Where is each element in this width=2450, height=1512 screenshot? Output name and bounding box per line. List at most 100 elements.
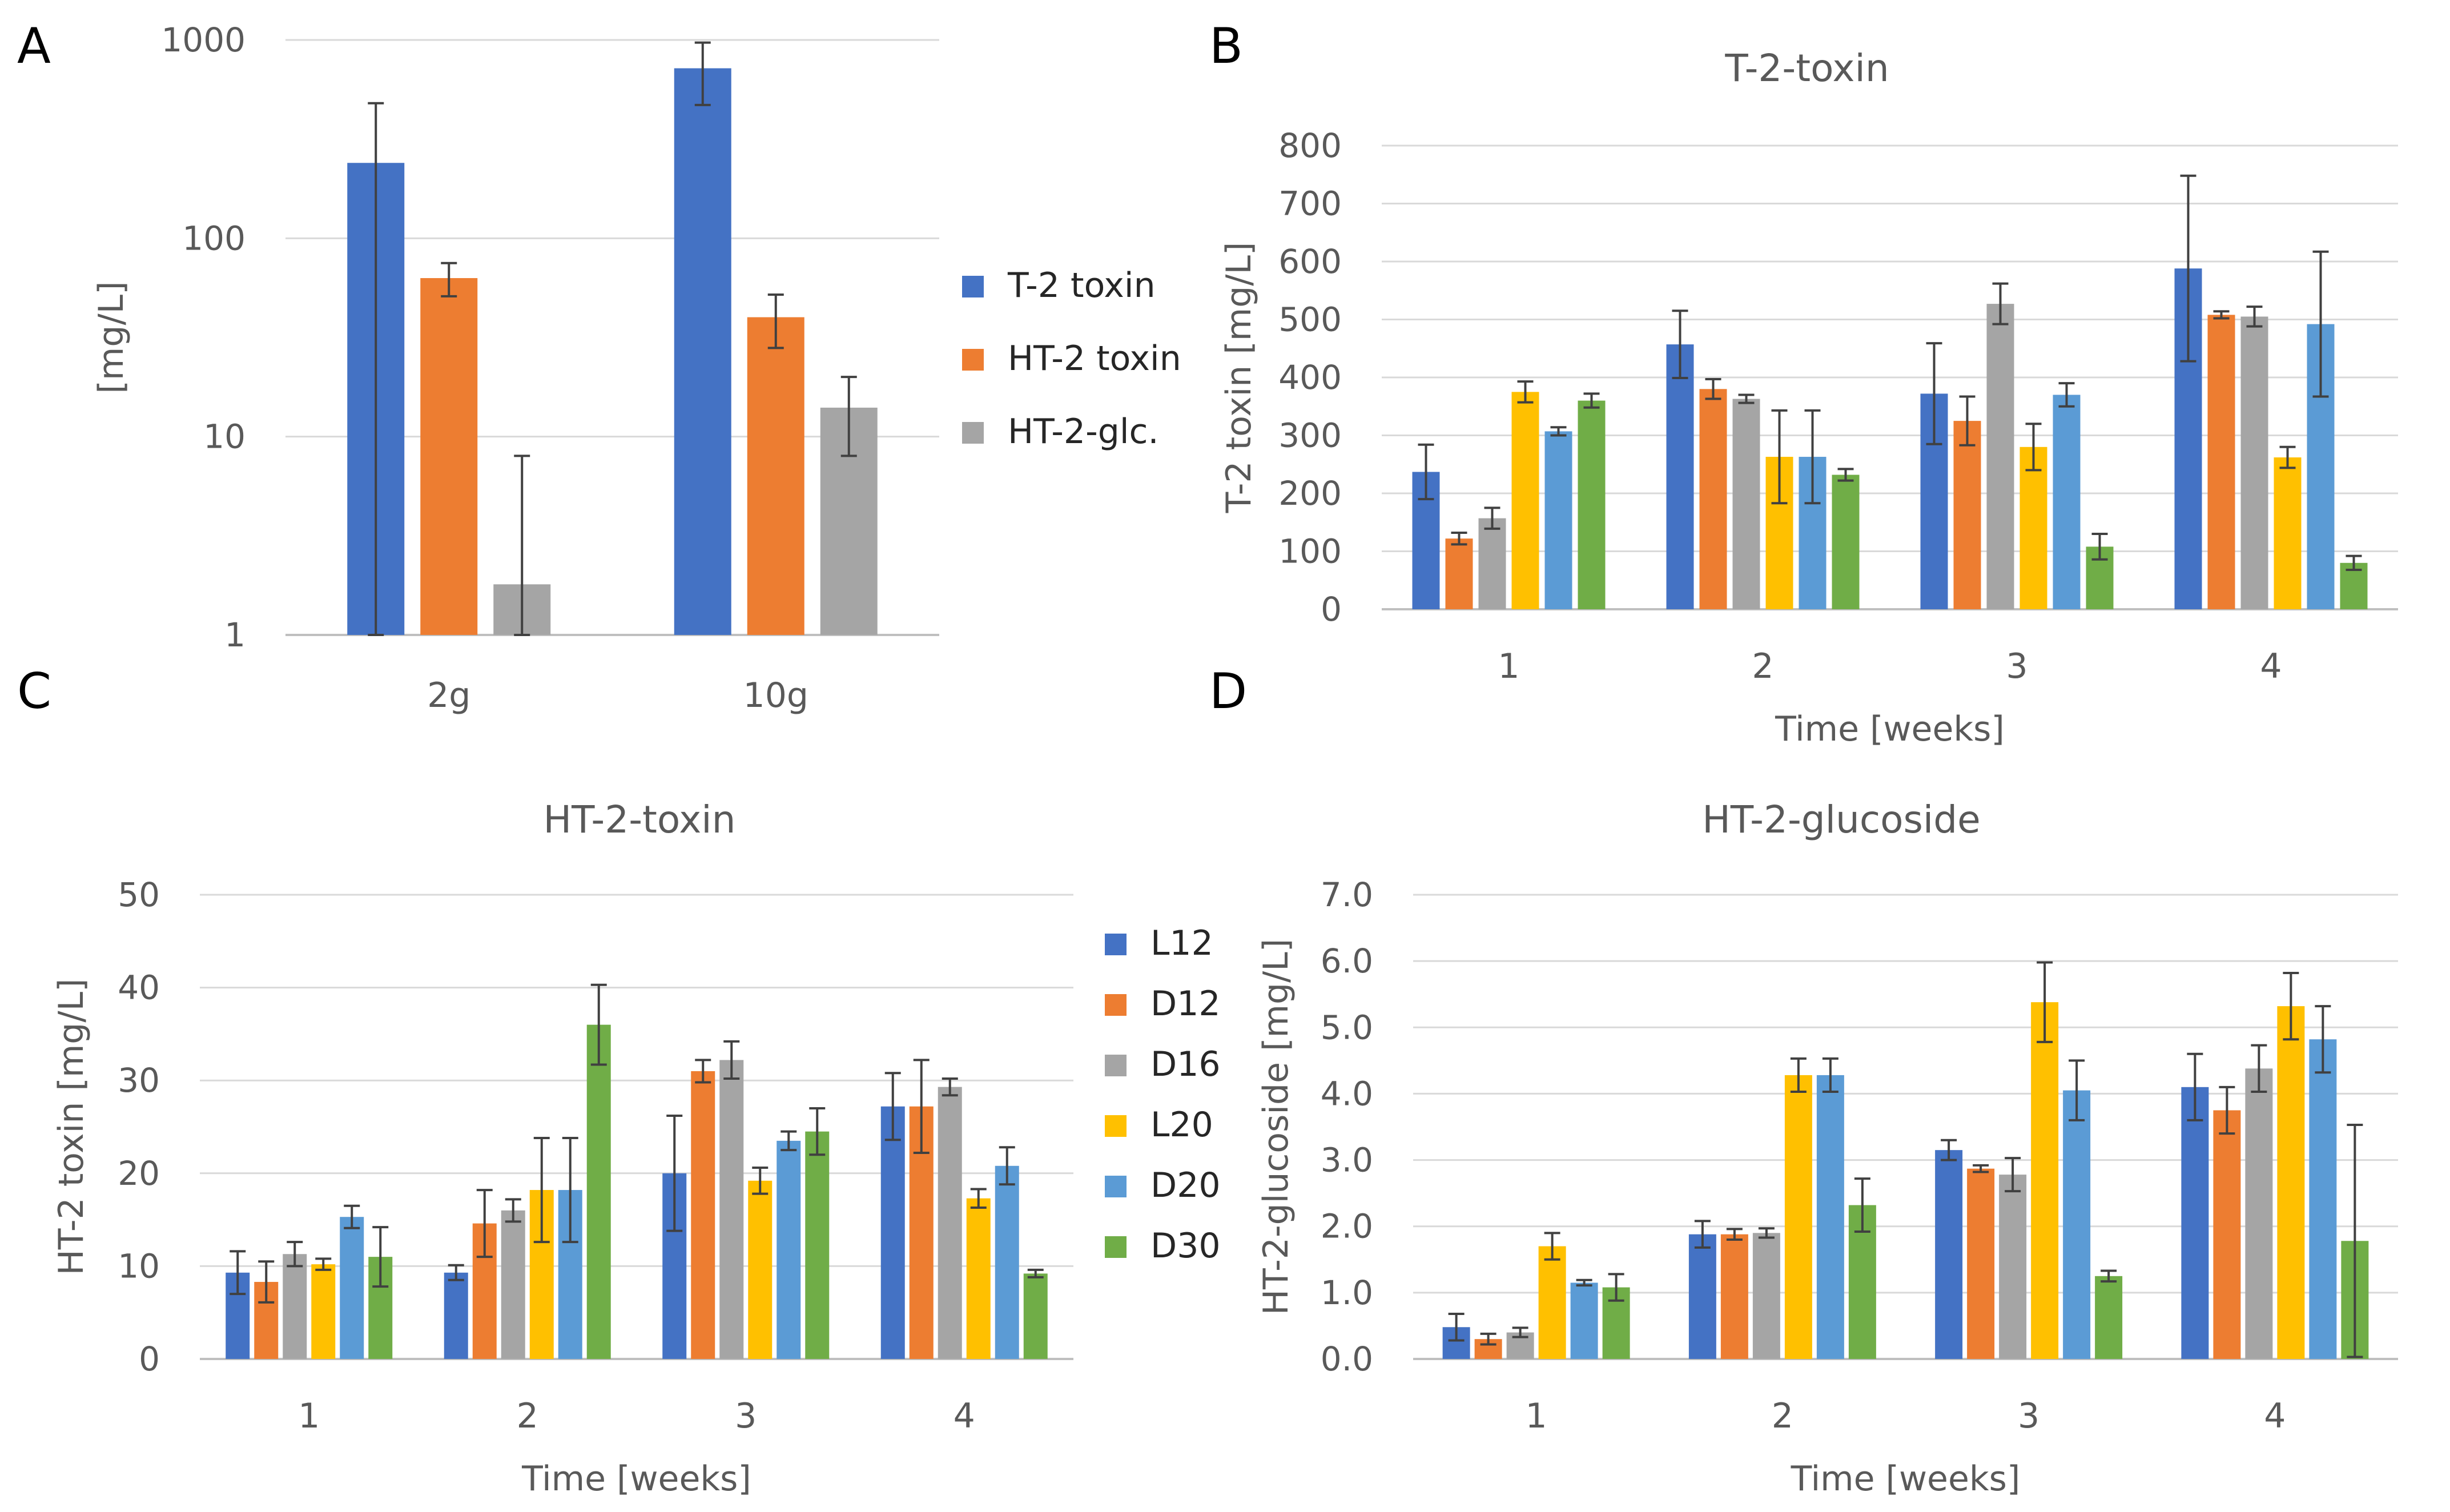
y-tick-label: 2.0 bbox=[1321, 1207, 1373, 1246]
legend-swatch bbox=[1105, 994, 1127, 1016]
bar-d12 bbox=[2207, 315, 2235, 609]
bar-d20 bbox=[995, 1165, 1019, 1359]
bar-d16 bbox=[1986, 304, 2014, 609]
legend: L12 D12 D16 L20 D20 D30 bbox=[1105, 923, 1221, 1266]
y-tick-label: 0.0 bbox=[1321, 1340, 1373, 1378]
bar-l20 bbox=[1784, 1075, 1812, 1359]
bar-d20 bbox=[2063, 1090, 2091, 1359]
x-tick-label: 2g bbox=[427, 675, 470, 715]
bar-d30 bbox=[805, 1131, 830, 1359]
legend-swatch bbox=[962, 422, 984, 444]
bar-d12 bbox=[2213, 1110, 2241, 1359]
legend-label: D20 bbox=[1150, 1165, 1221, 1205]
chart-title: HT-2-toxin bbox=[544, 798, 736, 842]
panel-c: C HT-2-toxin 0 10 20 30 40 50 HT-2 toxin [mg/L] 1… bbox=[17, 663, 1221, 1499]
y-tick-label: 400 bbox=[1278, 358, 1342, 397]
y-tick-label: 50 bbox=[118, 875, 160, 914]
y-tick-label: 100 bbox=[182, 219, 246, 258]
bar-ht-2-toxin bbox=[420, 278, 478, 635]
legend-label: D12 bbox=[1150, 984, 1221, 1024]
bar-d12 bbox=[691, 1071, 715, 1359]
panel-label: A bbox=[17, 18, 51, 75]
bar-l20 bbox=[748, 1180, 773, 1359]
bar-d16 bbox=[938, 1087, 962, 1359]
x-tick-label: 1 bbox=[298, 1396, 320, 1436]
x-tick-label: 2 bbox=[517, 1396, 538, 1436]
x-axis-label: Time [weeks] bbox=[1791, 1459, 2021, 1499]
y-tick-label: 1000 bbox=[161, 21, 246, 59]
bar-d12 bbox=[1720, 1234, 1748, 1359]
legend-swatch bbox=[1105, 1115, 1127, 1137]
x-tick-label: 3 bbox=[2018, 1396, 2039, 1436]
bar-d12 bbox=[1445, 538, 1473, 609]
x-tick-label: 3 bbox=[2006, 646, 2027, 686]
legend-swatch bbox=[962, 276, 984, 297]
bar-l20 bbox=[1538, 1246, 1566, 1359]
legend-label: L12 bbox=[1150, 923, 1213, 963]
bar-d16 bbox=[2245, 1068, 2273, 1359]
bar-d30 bbox=[2095, 1276, 2123, 1359]
x-tick-label: 2 bbox=[1752, 646, 1773, 686]
bar-d16 bbox=[501, 1210, 525, 1359]
y-tick-label: 3.0 bbox=[1321, 1141, 1373, 1180]
bar-d30 bbox=[1578, 400, 1606, 609]
bar-d30 bbox=[586, 1024, 611, 1359]
bar-l20 bbox=[2031, 1002, 2059, 1359]
bar-d30 bbox=[1832, 474, 1860, 609]
x-tick-label: 4 bbox=[2264, 1396, 2286, 1436]
bar-d12 bbox=[1967, 1168, 1995, 1359]
y-axis-label: [mg/L] bbox=[91, 282, 131, 394]
bar-d16 bbox=[1478, 518, 1506, 609]
y-tick-label: 20 bbox=[118, 1154, 160, 1193]
y-tick-label: 40 bbox=[118, 968, 160, 1007]
y-axis-label: HT-2-glucoside [mg/L] bbox=[1256, 939, 1296, 1315]
legend-swatch bbox=[1105, 934, 1127, 955]
y-tick-label: 600 bbox=[1278, 242, 1342, 281]
y-tick-label: 1.0 bbox=[1321, 1273, 1373, 1312]
legend-label: D16 bbox=[1150, 1044, 1221, 1084]
y-axis-label: HT-2 toxin [mg/L] bbox=[51, 979, 91, 1276]
bar-d12 bbox=[1699, 389, 1727, 609]
bar-l20 bbox=[2274, 457, 2302, 609]
y-tick-label: 500 bbox=[1278, 300, 1342, 339]
panel-label: C bbox=[17, 663, 51, 720]
bar-d20 bbox=[2309, 1039, 2337, 1359]
bar-d12 bbox=[1953, 421, 1981, 609]
chart-title: HT-2-glucoside bbox=[1702, 798, 1980, 842]
bar-l20 bbox=[2277, 1006, 2305, 1359]
bar-l12 bbox=[444, 1272, 468, 1359]
panel-label: B bbox=[1209, 18, 1243, 75]
bar-d20 bbox=[340, 1217, 364, 1359]
bar-l12 bbox=[880, 1106, 905, 1359]
y-tick-label: 1 bbox=[224, 616, 246, 654]
y-axis-label: T-2 toxin [mg/L] bbox=[1219, 242, 1259, 514]
y-tick-label: 800 bbox=[1278, 126, 1342, 165]
x-axis-label: Time [weeks] bbox=[521, 1459, 751, 1499]
bar-l20 bbox=[2019, 447, 2047, 609]
bar-d20 bbox=[2053, 395, 2081, 609]
bar-t-2-toxin bbox=[674, 68, 731, 636]
bar-d16 bbox=[1732, 399, 1760, 609]
bar-l12 bbox=[2181, 1087, 2209, 1359]
bar-d16 bbox=[719, 1060, 744, 1359]
legend-label: HT-2-glc. bbox=[1008, 412, 1159, 452]
x-tick-label: 10g bbox=[743, 675, 808, 715]
bar-d20 bbox=[1816, 1075, 1844, 1359]
y-tick-label: 0 bbox=[1321, 590, 1342, 629]
x-tick-label: 1 bbox=[1526, 1396, 1547, 1436]
y-tick-label: 10 bbox=[203, 417, 246, 456]
bar-l20 bbox=[966, 1198, 991, 1359]
bar-d20 bbox=[1570, 1282, 1598, 1359]
y-tick-label: 30 bbox=[118, 1061, 160, 1100]
y-tick-label: 700 bbox=[1278, 184, 1342, 223]
bar-l12 bbox=[1688, 1234, 1716, 1359]
bar-d16 bbox=[283, 1254, 307, 1359]
x-axis-label: Time [weeks] bbox=[1775, 709, 2005, 749]
x-tick-label: 2 bbox=[1772, 1396, 1793, 1436]
bar-l12 bbox=[1666, 344, 1694, 609]
y-tick-label: 200 bbox=[1278, 474, 1342, 513]
y-tick-label: 6.0 bbox=[1321, 942, 1373, 980]
x-tick-label: 3 bbox=[735, 1396, 757, 1436]
x-tick-label: 1 bbox=[1498, 646, 1519, 686]
bar-l20 bbox=[1511, 392, 1539, 609]
